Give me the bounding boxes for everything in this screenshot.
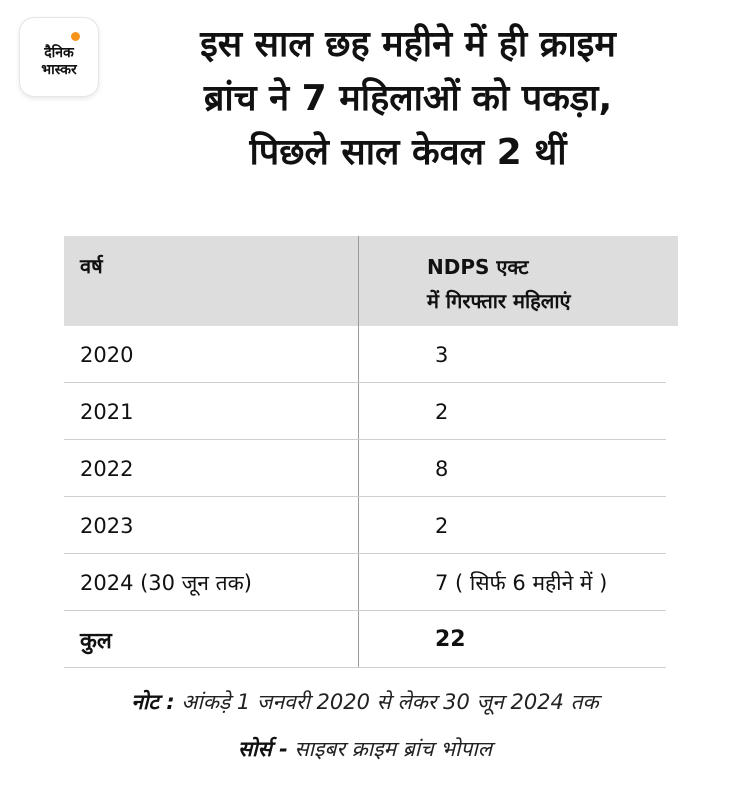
total-row: कुल 22 bbox=[64, 611, 678, 668]
data-table: वर्ष NDPS एक्ट में गिरफ्तार महिलाएं 2020… bbox=[64, 236, 678, 668]
source-line: सोर्स - साइबर क्राइम ब्रांच भोपाल bbox=[0, 735, 730, 763]
table-row: 2023 2 bbox=[64, 497, 678, 554]
table-row: 2024 (30 जून तक) 7 ( सिर्फ 6 महीने में ) bbox=[64, 554, 678, 611]
source-label: सोर्स - bbox=[237, 737, 288, 761]
table-row: 2021 2 bbox=[64, 383, 678, 440]
logo-line-1: दैनिक bbox=[44, 45, 74, 61]
note-line: नोट : आंकड़े 1 जनवरी 2020 से लेकर 30 जून… bbox=[0, 688, 730, 716]
note-label: नोट : bbox=[131, 690, 175, 714]
logo-line-2: भास्कर bbox=[41, 62, 77, 78]
header-line-2: में गिरफ्तार महिलाएं bbox=[427, 289, 571, 313]
source-text: साइबर क्राइम ब्रांच भोपाल bbox=[287, 737, 493, 761]
year-cell: 2022 bbox=[64, 440, 359, 497]
header-year: वर्ष bbox=[64, 236, 359, 326]
year-cell: 2023 bbox=[64, 497, 359, 554]
year-cell: 2024 (30 जून तक) bbox=[64, 554, 359, 611]
title-line-1: इस साल छह महीने में ही क्राइम bbox=[200, 24, 616, 65]
sun-icon bbox=[71, 32, 80, 41]
table-row: 2022 8 bbox=[64, 440, 678, 497]
year-cell: 2020 bbox=[64, 326, 359, 383]
title-line-2: ब्रांच ने 7 महिलाओं को पकड़ा, bbox=[203, 78, 613, 119]
total-label: कुल bbox=[64, 611, 359, 668]
count-cell: 3 bbox=[435, 342, 449, 367]
title-line-3: पिछले साल केवल 2 थीं bbox=[249, 132, 567, 173]
count-cell: 2 bbox=[435, 513, 449, 538]
header-arrested-women: NDPS एक्ट में गिरफ्तार महिलाएं bbox=[359, 236, 678, 326]
count-cell: 8 bbox=[435, 456, 449, 481]
table-row: 2020 3 bbox=[64, 326, 678, 383]
header-line-1: NDPS एक्ट bbox=[427, 255, 529, 279]
page-title: इस साल छह महीने में ही क्राइम ब्रांच ने … bbox=[108, 18, 708, 180]
year-cell: 2021 bbox=[64, 383, 359, 440]
table-header: वर्ष NDPS एक्ट में गिरफ्तार महिलाएं bbox=[64, 236, 678, 326]
count-cell: 7 ( सिर्फ 6 महीने में ) bbox=[435, 570, 608, 595]
dainik-bhaskar-logo: दैनिक भास्कर bbox=[20, 18, 98, 96]
count-cell: 2 bbox=[435, 399, 449, 424]
note-text: आंकड़े 1 जनवरी 2020 से लेकर 30 जून 2024 … bbox=[174, 690, 599, 714]
total-value: 22 bbox=[435, 627, 466, 652]
